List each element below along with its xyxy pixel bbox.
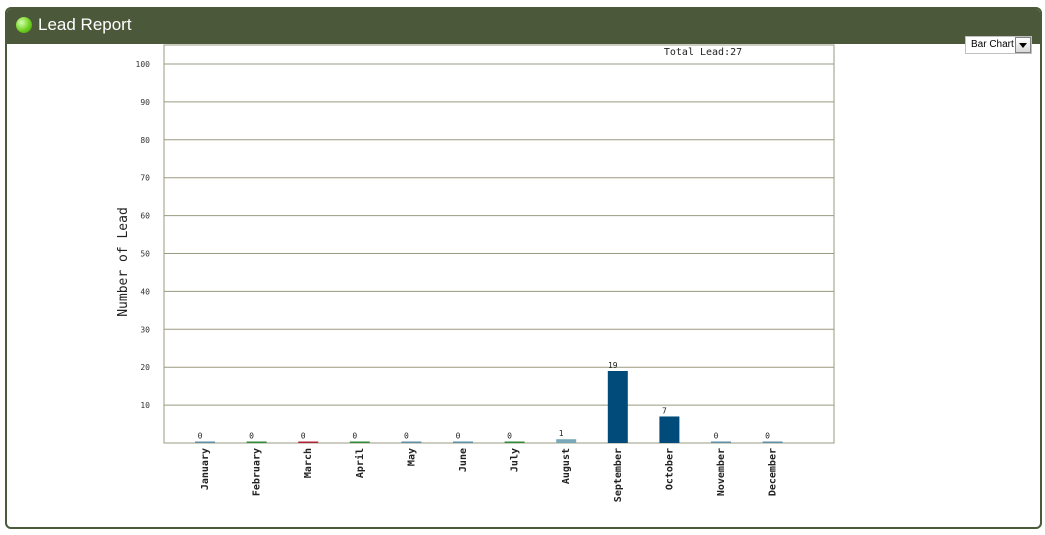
- chart-type-selected-label: Bar Chart: [971, 39, 1014, 50]
- data-label: 0: [249, 432, 254, 441]
- bar-march: [298, 441, 319, 443]
- x-tick-label: December: [768, 448, 779, 496]
- bar-january: [195, 441, 215, 443]
- data-label: 0: [456, 432, 461, 441]
- y-tick-label: 40: [140, 287, 150, 296]
- data-label: 0: [301, 432, 306, 441]
- bar-july: [504, 441, 525, 443]
- green-orb-icon: [16, 17, 32, 33]
- data-label: 0: [352, 432, 357, 441]
- x-tick-label: January: [200, 448, 211, 490]
- bar-august: [556, 439, 577, 443]
- y-tick-label: 80: [140, 136, 150, 145]
- data-label: 0: [714, 432, 719, 441]
- bar-september: [607, 370, 628, 443]
- data-label: 0: [507, 432, 512, 441]
- data-label: 7: [662, 406, 667, 415]
- x-tick-label: November: [716, 448, 727, 496]
- bar-may: [401, 441, 422, 443]
- x-tick-label: June: [458, 448, 469, 472]
- bar-april: [349, 441, 370, 443]
- y-tick-label: 20: [140, 363, 150, 372]
- data-label: 1: [559, 429, 564, 438]
- y-tick-label: 30: [140, 325, 150, 334]
- y-tick-label: 70: [140, 174, 150, 183]
- x-tick-label: February: [252, 448, 263, 496]
- y-axis-label: Number of Lead: [116, 207, 131, 317]
- chevron-down-icon[interactable]: [1015, 37, 1031, 53]
- y-tick-label: 10: [140, 401, 150, 410]
- x-tick-label: October: [664, 448, 675, 490]
- chart-title: Total Lead:27: [664, 47, 742, 58]
- data-label: 0: [198, 432, 203, 441]
- x-tick-label: July: [510, 448, 521, 472]
- x-tick-label: March: [303, 448, 314, 478]
- x-tick-label: April: [354, 448, 366, 478]
- data-label: 19: [608, 361, 618, 370]
- bar-june: [453, 441, 473, 443]
- plot-area: [163, 44, 835, 444]
- chart-type-select[interactable]: Bar Chart: [965, 36, 1032, 54]
- bar-february: [246, 441, 267, 443]
- x-tick-label: May: [406, 448, 417, 466]
- panel-header: Lead Report: [7, 9, 1040, 44]
- y-tick-label: 100: [136, 60, 151, 69]
- x-tick-label: August: [561, 448, 572, 484]
- panel-title: Lead Report: [38, 15, 132, 34]
- y-tick-label: 50: [140, 250, 150, 259]
- data-label: 0: [404, 432, 409, 441]
- data-label: 0: [765, 432, 770, 441]
- bar-december: [762, 441, 783, 443]
- y-tick-label: 90: [140, 98, 150, 107]
- x-tick-label: September: [613, 448, 624, 502]
- bar-november: [711, 441, 731, 443]
- y-tick-label: 60: [140, 212, 150, 221]
- bar-october: [659, 416, 680, 443]
